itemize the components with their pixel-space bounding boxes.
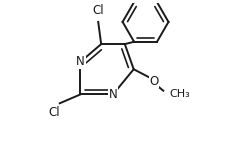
Text: Cl: Cl [48,106,59,119]
Text: CH₃: CH₃ [169,89,189,99]
Text: N: N [76,55,84,68]
Text: Cl: Cl [92,4,104,17]
Text: O: O [148,75,157,88]
Text: N: N [108,88,117,101]
